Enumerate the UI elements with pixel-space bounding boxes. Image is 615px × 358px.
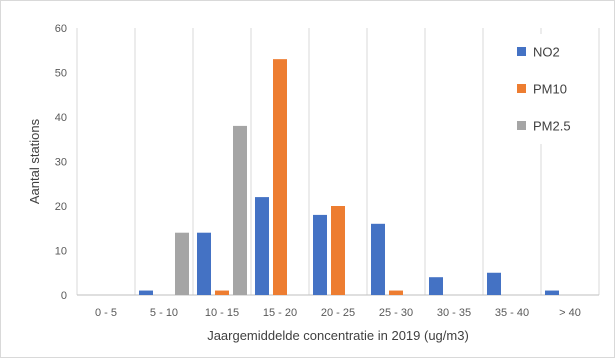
y-tick-label: 0 [61,290,67,302]
y-tick-label: 10 [55,246,67,258]
bar-pm25 [233,125,247,296]
legend-label: NO2 [533,45,560,60]
bar-no2 [429,277,443,295]
x-tick-label: 20 - 25 [321,307,355,319]
x-tick-label: 30 - 35 [437,307,471,319]
bar-no2 [313,214,327,295]
x-tick-label: 35 - 40 [495,307,529,319]
grid-lines [76,28,600,295]
legend-label: PM10 [533,82,567,97]
bar-pm10 [215,290,229,295]
bar-no2 [371,223,385,295]
x-axis-title: Jaargemiddelde concentratie in 2019 (ug/… [207,328,469,343]
bars [139,59,559,296]
bar-pm10 [273,59,287,296]
y-tick-label: 30 [55,157,67,169]
bar-no2 [545,290,559,295]
legend-swatch [517,84,526,93]
x-tick-label: 10 - 15 [205,307,239,319]
bar-pm25 [175,232,189,295]
x-axis-ticks: 0 - 5 5 - 10 10 - 15 15 - 20 20 - 25 25 - 30 3… [95,307,581,319]
legend-swatch [517,47,526,56]
x-tick-label: 5 - 10 [150,307,178,319]
x-tick-label: 0 - 5 [95,307,117,319]
bar-no2 [487,272,501,295]
bar-pm10 [331,206,345,295]
legend: NO2 PM10 PM2.5 [506,34,593,144]
y-tick-label: 60 [55,23,67,35]
bar-no2 [139,290,153,295]
y-axis-ticks: 0 10 20 30 40 50 60 [55,23,67,302]
bar-no2 [255,197,269,295]
y-tick-label: 20 [55,201,67,213]
legend-swatch [517,121,526,130]
bar-no2 [197,232,211,295]
legend-label: PM2.5 [533,119,571,134]
y-axis-title: Aantal stations [27,118,42,204]
x-tick-label: > 40 [559,307,581,319]
x-tick-label: 15 - 20 [263,307,297,319]
y-tick-label: 50 [55,68,67,80]
bar-pm10 [389,290,403,295]
x-tick-label: 25 - 30 [379,307,413,319]
y-tick-label: 40 [55,112,67,124]
